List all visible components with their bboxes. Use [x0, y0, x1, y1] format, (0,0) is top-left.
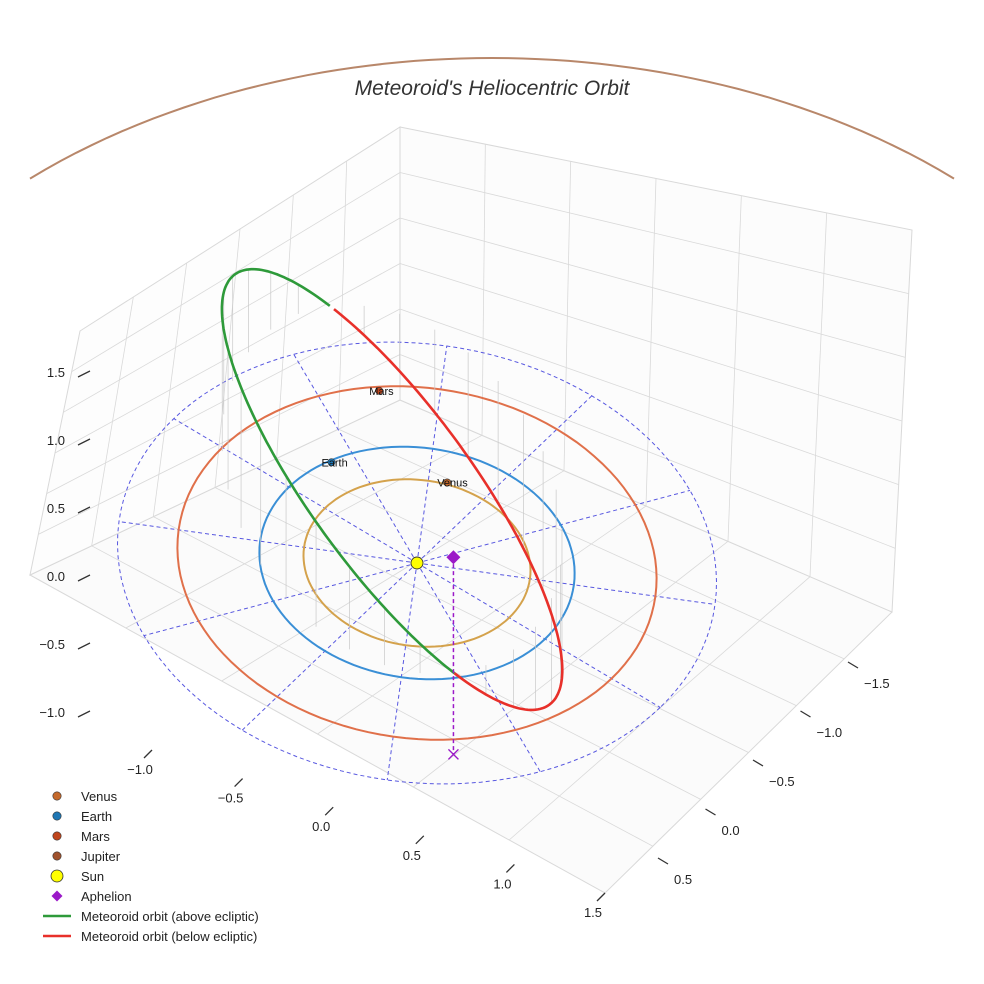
legend-marker [40, 926, 74, 946]
legend-marker [40, 866, 74, 886]
x-axis-tick-label: 0.0 [312, 819, 330, 834]
y-axis-tick-label: 0.5 [674, 872, 692, 887]
x-axis-tick [234, 778, 244, 788]
reference-spoke [118, 521, 418, 564]
x-axis-tick [415, 835, 425, 845]
axis-ticks: 1.5 1.0 0.5 0.0 −0.5 −1.0 −1.0 −0.5 0.0 0.5 1.0 1.5… [39, 365, 889, 920]
wall-grid-line [38, 354, 401, 535]
meteoroid-orbit [220, 267, 564, 712]
reference-spoke [416, 562, 716, 605]
meteoroid-orbit-below [333, 308, 564, 712]
z-axis-tick [77, 370, 91, 378]
legend-label: Meteoroid orbit (below ecliptic) [81, 928, 258, 944]
legend-label: Sun [81, 868, 105, 884]
reference-spoke [386, 562, 418, 781]
aphelion-marker [446, 550, 461, 565]
legend-label: Meteoroid orbit (above ecliptic) [81, 908, 259, 924]
legend-label: Earth [81, 808, 113, 824]
floor-grid-line [338, 428, 845, 660]
legend-item-orbit-below: Meteoroid orbit (below ecliptic) [40, 926, 259, 946]
legend-label: Venus [81, 788, 118, 804]
z-axis-tick-label: 0.0 [47, 569, 65, 584]
venus-orbit [302, 478, 532, 648]
z-axis-tick-label: −0.5 [39, 637, 65, 652]
legend: Venus Earth Mars Jupiter Sun Aphelion Me… [40, 786, 259, 946]
reference-spoke [416, 395, 593, 564]
y-axis-tick [705, 808, 716, 816]
x-axis-tick-label: −1.0 [127, 762, 153, 777]
reference-spoke [293, 354, 418, 564]
legend-label: Jupiter [81, 848, 121, 864]
chart-title: Meteoroid's Heliocentric Orbit [355, 77, 631, 100]
mars-label: Mars [369, 386, 394, 398]
sun-marker [410, 556, 424, 570]
mars-marker [375, 386, 384, 395]
z-axis-tick [77, 438, 91, 446]
y-axis-tick [800, 710, 811, 718]
y-axis-tick [657, 857, 669, 865]
legend-item-aphelion: Aphelion [40, 886, 259, 906]
y-axis-tick-label: −1.5 [864, 676, 890, 691]
legend-marker [40, 846, 74, 866]
x-axis-tick-label: 0.5 [403, 848, 421, 863]
aphelion-projection-marker [447, 748, 459, 760]
x-axis-tick-label: −0.5 [218, 791, 244, 806]
venus-label: Venus [437, 478, 468, 490]
reference-spoke [416, 562, 661, 708]
z-axis-tick-label: 0.5 [47, 501, 65, 516]
z-axis-tick-label: 1.0 [47, 433, 65, 448]
legend-item-orbit-above: Meteoroid orbit (above ecliptic) [40, 906, 259, 926]
legend-marker [40, 826, 74, 846]
jupiter-orbit-arc [29, 56, 955, 180]
earth-marker [327, 458, 336, 467]
earth-label: Earth [321, 457, 347, 469]
legend-marker [40, 886, 74, 906]
legend-marker [40, 906, 74, 926]
legend-item-sun: Sun [40, 866, 259, 886]
z-axis-tick [77, 574, 91, 582]
legend-item-earth: Earth [40, 806, 259, 826]
z-axis-tick [77, 710, 91, 718]
y-axis-tick [847, 661, 859, 669]
reference-spoke [416, 345, 448, 564]
markers: Venus Earth Mars [321, 386, 468, 760]
x-axis-tick [143, 749, 153, 759]
reference-spoke [416, 562, 541, 772]
legend-marker [40, 786, 74, 806]
legend-marker [40, 806, 74, 826]
y-axis-tick-label: −0.5 [769, 774, 795, 789]
x-axis-tick [505, 863, 515, 873]
z-axis-tick [77, 506, 91, 514]
wall-grid-line [809, 212, 828, 577]
legend-item-venus: Venus [40, 786, 259, 806]
reference-spoke [143, 562, 418, 637]
x-axis-tick-label: 1.5 [584, 905, 602, 920]
reference-spoke [416, 489, 691, 564]
x-axis-tick-label: 1.0 [493, 876, 511, 891]
earth-orbit [258, 445, 576, 681]
x-axis-tick [324, 806, 334, 816]
axis-grid-panes [28, 126, 913, 894]
jupiter-orbit-line [29, 56, 955, 180]
z-axis-tick [77, 642, 91, 650]
reference-spoke [241, 562, 418, 731]
venus-marker [443, 478, 452, 487]
z-axis-tick-label: −1.0 [39, 705, 65, 720]
legend-label: Aphelion [81, 888, 132, 904]
x-axis-tick [596, 892, 606, 902]
y-axis-tick [752, 759, 764, 767]
meteoroid-orbit-above [220, 267, 456, 675]
y-axis-tick-label: −1.0 [817, 725, 843, 740]
legend-label: Mars [81, 828, 110, 844]
y-axis-tick-label: 0.0 [722, 823, 740, 838]
legend-item-mars: Mars [40, 826, 259, 846]
reference-ring-circle [116, 341, 718, 785]
z-axis-tick-label: 1.5 [47, 365, 65, 380]
legend-item-jupiter: Jupiter [40, 846, 259, 866]
